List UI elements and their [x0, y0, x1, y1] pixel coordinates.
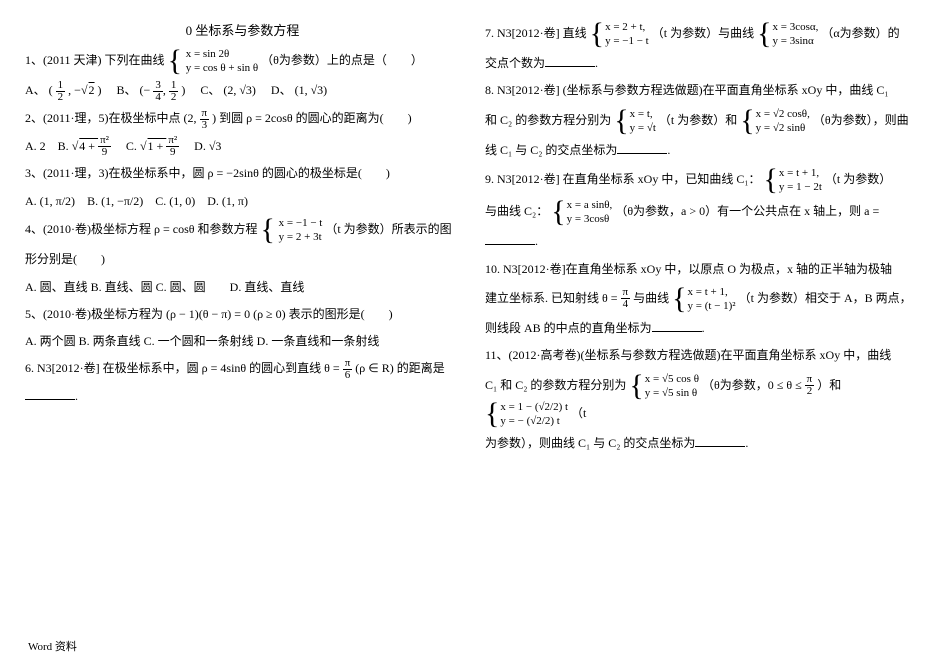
q3-optB: B. (1, −π/2): [87, 194, 143, 208]
blank: [695, 435, 745, 447]
q1-eq1: x = sin 2θ: [186, 47, 258, 61]
q1-optC: C、 (2, √3): [200, 83, 256, 97]
q1-eq2: y = cos θ + sin θ: [186, 61, 258, 75]
q4-l2: 形分别是( ): [25, 248, 460, 271]
q9-l1: 9. N3[2012·卷] 在直角坐标系 xOy 中，已知曲线 C₁： { x …: [485, 166, 920, 194]
q1-pre: 1、(2011 天津) 下列在曲线: [25, 53, 168, 67]
q7: 7. N3[2012·卷] 直线 { x = 2 + t, y = −1 − t…: [485, 20, 920, 48]
q9-l2: 与曲线 C₂： { x = a sinθ, y = 3cosθ （θ为参数，a …: [485, 198, 920, 226]
q1-brace: { x = sin 2θ y = cos θ + sin θ: [168, 47, 259, 75]
q2-optD: D. √3: [194, 139, 221, 153]
page: 0 坐标系与参数方程 1、(2011 天津) 下列在曲线 { x = sin 2…: [0, 0, 945, 469]
q2-optA: A. 2: [25, 139, 46, 153]
q2: 2、(2011·理，5)在极坐标中点 (2, π3 ) 到圆 ρ = 2cosθ…: [25, 107, 460, 131]
q8-l1: 8. N3[2012·卷] (坐标系与参数方程选做题)在平面直角坐标系 xOy …: [485, 79, 920, 102]
q3-optC: C. (1, 0): [155, 194, 195, 208]
q8-l2: 和 C₂ 的参数方程分别为 { x = t, y = √t （t 为参数）和 {…: [485, 107, 920, 135]
q5: 5、(2010·卷)极坐标方程为 (ρ − 1)(θ − π) = 0 (ρ ≥…: [25, 303, 460, 326]
q4-brace: { x = −1 − t y = 2 + 3t: [261, 216, 323, 244]
blank: [25, 388, 75, 400]
blank: [545, 55, 595, 67]
left-column: 0 坐标系与参数方程 1、(2011 天津) 下列在曲线 { x = sin 2…: [25, 20, 460, 459]
q8-l3: 线 C₁ 与 C₂ 的交点坐标为.: [485, 139, 920, 162]
q2-optC: C. √1 + π²9: [126, 139, 182, 153]
q3: 3、(2011·理，3)在极坐标系中，圆 ρ = −2sinθ 的圆心的极坐标是…: [25, 162, 460, 185]
q1-optB: B、 (− 34, 12 ): [117, 83, 189, 97]
q4-options: A. 圆、直线 B. 直线、圆 C. 圆、圆 D. 直线、直线: [25, 276, 460, 299]
q10-l3: 则线段 AB 的中点的直角坐标为.: [485, 317, 920, 340]
q1-optD: D、 (1, √3): [271, 83, 327, 97]
q11-l3: 为参数），则曲线 C₁ 与 C₂ 的交点坐标为.: [485, 432, 920, 455]
q2-optB: B. √4 + π²9: [58, 139, 114, 153]
q10-l2: 建立坐标系. 已知射线 θ = π4 与曲线 { x = t + 1, y = …: [485, 285, 920, 313]
right-column: 7. N3[2012·卷] 直线 { x = 2 + t, y = −1 − t…: [485, 20, 920, 459]
q11-l1: 11、(2012·高考卷)(坐标系与参数方程选做题)在平面直角坐标系 xOy 中…: [485, 344, 920, 367]
page-title: 0 坐标系与参数方程: [25, 20, 460, 39]
blank: [485, 233, 535, 245]
q6-blank: .: [25, 385, 460, 408]
q4: 4、(2010·卷)极坐标方程 ρ = cosθ 和参数方程 { x = −1 …: [25, 216, 460, 244]
q1: 1、(2011 天津) 下列在曲线 { x = sin 2θ y = cos θ…: [25, 47, 460, 75]
q9-blank: .: [485, 230, 920, 253]
q2-options: A. 2 B. √4 + π²9 C. √1 + π²9 D. √3: [25, 135, 460, 159]
q6: 6. N3[2012·卷] 在极坐标系中，圆 ρ = 4sinθ 的圆心到直线 …: [25, 357, 460, 381]
q5-options: A. 两个圆 B. 两条直线 C. 一个圆和一条射线 D. 一条直线和一条射线: [25, 330, 460, 353]
q10-l1: 10. N3[2012·卷]在直角坐标系 xOy 中，以原点 O 为极点，x 轴…: [485, 258, 920, 281]
blank: [652, 320, 702, 332]
q3-options: A. (1, π/2) B. (1, −π/2) C. (1, 0) D. (1…: [25, 190, 460, 213]
q11-l2: C₁ 和 C₂ 的参数方程分别为 { x = √5 cos θ y = √5 s…: [485, 372, 920, 428]
q1-options: A、 ( 12 , −√2 ) B、 (− 34, 12 ) C、 (2, √3…: [25, 79, 460, 103]
q7-l2: 交点个数为.: [485, 52, 920, 75]
q3-optD: D. (1, π): [207, 194, 248, 208]
q3-optA: A. (1, π/2): [25, 194, 75, 208]
q1-post: （θ为参数）上的点是（ ）: [261, 53, 423, 67]
footer: Word 资料: [28, 638, 77, 654]
blank: [617, 142, 667, 154]
q1-optA: A、 ( 12 , −√2 ): [25, 83, 105, 97]
